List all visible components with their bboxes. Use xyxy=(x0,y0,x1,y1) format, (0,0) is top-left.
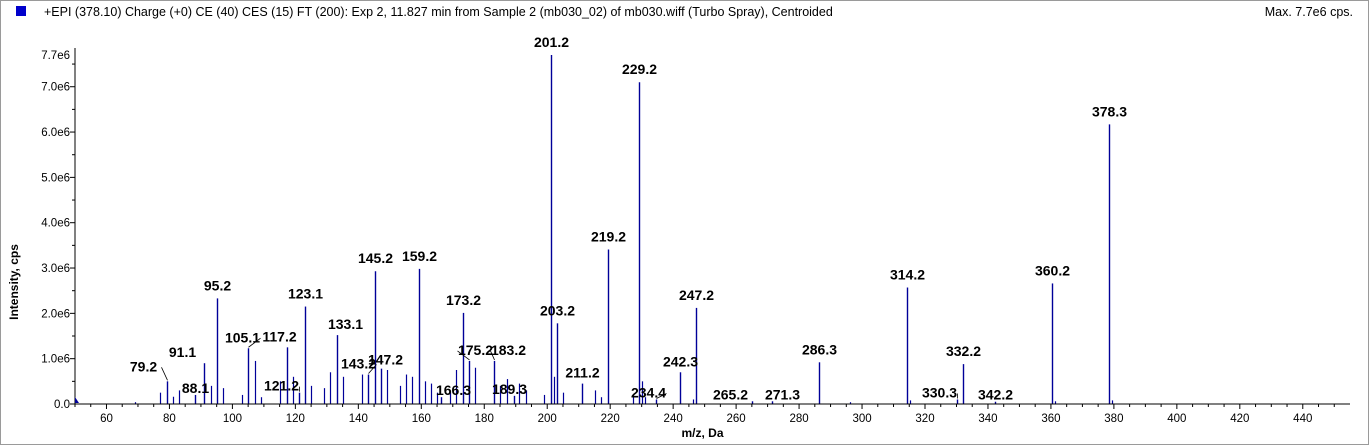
peak-label: 123.1 xyxy=(288,286,323,302)
peak-label: 173.2 xyxy=(446,292,481,308)
peak-label-leader xyxy=(490,350,495,361)
peak-label: 342.2 xyxy=(978,387,1013,403)
peak-label: 133.1 xyxy=(328,316,363,332)
legend-swatch xyxy=(16,6,26,16)
peak-label: 242.3 xyxy=(663,353,698,369)
peak-label: 189.3 xyxy=(492,381,527,397)
peak-label: 147.2 xyxy=(368,352,403,368)
peak-label: 203.2 xyxy=(540,302,575,318)
x-tick-label: 380 xyxy=(1104,413,1123,425)
peak-label: 175.2 xyxy=(458,342,493,358)
peak-label: 219.2 xyxy=(591,228,626,244)
x-tick-label: 340 xyxy=(978,413,997,425)
x-tick-label: 80 xyxy=(163,413,176,425)
y-tick-label: 3.0e6 xyxy=(41,263,70,275)
peak-label: 378.3 xyxy=(1092,103,1127,119)
peak-label: 183.2 xyxy=(491,342,526,358)
peak-label: 271.3 xyxy=(765,386,800,402)
peak-label-leader xyxy=(161,367,168,381)
x-tick-label: 300 xyxy=(852,413,871,425)
x-tick-label: 120 xyxy=(286,413,305,425)
peak-label: 166.3 xyxy=(436,382,471,398)
labeled-peaks-group xyxy=(166,55,1111,404)
peak-labels-group: 79.2 88.1 91.1 95.2 105.1 117.2 121.2 123.1 133.… xyxy=(130,34,1127,403)
x-tick-label: 420 xyxy=(1230,413,1249,425)
x-tick-label: 360 xyxy=(1041,413,1060,425)
x-tick-label: 180 xyxy=(475,413,494,425)
y-tick-label: 7.0e6 xyxy=(41,82,70,94)
peak-label: 88.1 xyxy=(182,380,209,396)
x-tick-label: 240 xyxy=(664,413,683,425)
x-tick-label: 440 xyxy=(1293,413,1312,425)
axes-group xyxy=(74,48,1350,405)
peak-label-leader xyxy=(656,393,667,399)
x-tick-label: 160 xyxy=(412,413,431,425)
peak-label: 121.2 xyxy=(264,378,299,394)
peak-label: 330.3 xyxy=(922,384,957,400)
y-tick-label: 7.7e6 xyxy=(41,50,70,62)
max-intensity-label: Max. 7.7e6 cps. xyxy=(1264,5,1353,19)
x-tick-label: 60 xyxy=(100,413,113,425)
peak-label: 143.2 xyxy=(341,356,376,372)
x-tick-label: 100 xyxy=(223,413,242,425)
peak-label: 91.1 xyxy=(169,344,196,360)
y-axis-title: Intensity, cps xyxy=(7,244,21,320)
peak-label-leader xyxy=(368,364,377,374)
x-tick-label: 260 xyxy=(727,413,746,425)
y-tick-label: 0.0 xyxy=(54,399,70,411)
y-tick-label: 6.0e6 xyxy=(41,127,70,139)
y-ticks-group: 0.0 1.0e6 2.0e6 3.0e6 4.0e6 5.0e6 6.0e6 7.0e6 7.… xyxy=(41,50,75,411)
y-tick-label: 5.0e6 xyxy=(41,172,70,184)
peak-label-leader xyxy=(457,350,470,361)
peak-label: 229.2 xyxy=(622,61,657,77)
peak-label: 145.2 xyxy=(358,250,393,266)
peak-label: 117.2 xyxy=(262,328,296,344)
peak-label: 79.2 xyxy=(130,358,157,374)
x-tick-label: 400 xyxy=(1167,413,1186,425)
x-tick-label: 220 xyxy=(601,413,620,425)
minor-peaks-group xyxy=(134,360,1114,404)
peak-label: 247.2 xyxy=(679,287,714,303)
x-tick-label: 200 xyxy=(538,413,557,425)
y-tick-label: 4.0e6 xyxy=(41,218,70,230)
peak-label: 286.3 xyxy=(802,341,837,357)
header-bar: +EPI (378.10) Charge (+0) CE (40) CES (1… xyxy=(0,0,1369,26)
peak-label: 265.2 xyxy=(713,386,748,402)
experiment-title: +EPI (378.10) Charge (+0) CE (40) CES (1… xyxy=(44,5,833,19)
peak-label: 332.2 xyxy=(946,343,981,359)
y-tick-label: 2.0e6 xyxy=(41,308,70,320)
peak-label: 360.2 xyxy=(1035,262,1070,278)
x-tick-label: 320 xyxy=(915,413,934,425)
y-tick-label: 1.0e6 xyxy=(41,354,70,366)
axis-origin-marker xyxy=(75,397,79,403)
peak-label: 159.2 xyxy=(402,248,437,264)
x-tick-label: 140 xyxy=(349,413,368,425)
peak-label: 105.1 xyxy=(225,329,260,345)
peak-label-leaders xyxy=(161,337,958,399)
x-tick-label: 280 xyxy=(789,413,808,425)
peak-label: 95.2 xyxy=(204,277,231,293)
peak-label: 234.4 xyxy=(631,384,666,400)
peak-label: 314.2 xyxy=(890,267,925,283)
x-ticks-group: 60 80 100 120 140 160 180 200 220 240 260 280 300 320… xyxy=(74,404,1335,425)
peak-label: 211.2 xyxy=(565,365,599,381)
peak-label: 201.2 xyxy=(534,34,569,50)
peak-label-leader xyxy=(248,337,261,348)
x-axis-title: m/z, Da xyxy=(681,426,723,440)
